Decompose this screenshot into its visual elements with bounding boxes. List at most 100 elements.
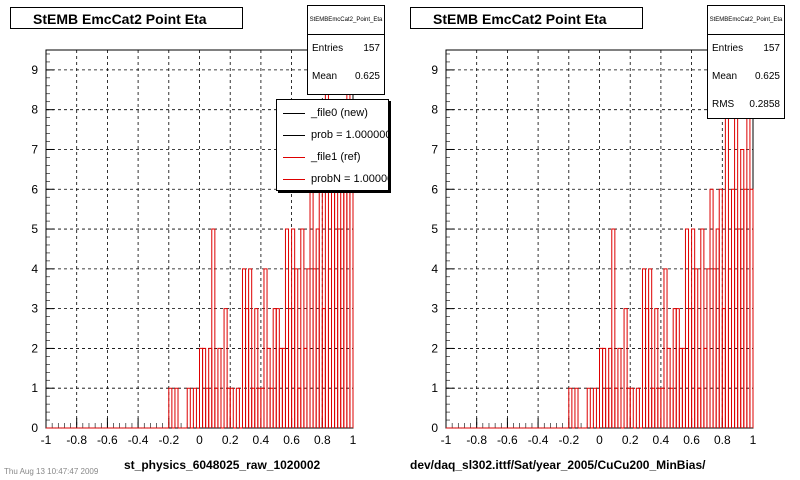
y-tick-label: 5 <box>431 222 438 236</box>
y-tick-label: 4 <box>31 262 38 276</box>
histogram-bin <box>568 387 573 428</box>
stats-entries-value: 157 <box>763 43 780 54</box>
legend-box: _file0 (new) prob = 1.000000 _file1 (ref… <box>276 99 389 191</box>
legend-swatch-probn <box>283 178 305 180</box>
stats-entries-label: Entries <box>312 43 344 54</box>
x-axis-title-left: st_physics_6048025_raw_1020002 <box>124 458 321 472</box>
histogram-bin <box>192 387 197 428</box>
x-tick-label: 1 <box>750 433 757 447</box>
chart-title-left: StEMB EmcCat2 Point Eta <box>10 7 243 29</box>
x-tick-label: -0.8 <box>66 433 87 447</box>
legend-swatch-file0 <box>283 112 305 114</box>
stats-histogram-name: StEMBEmcCat2_Point_Eta <box>308 6 384 35</box>
histogram-bin <box>654 308 659 428</box>
histogram-bin <box>254 308 259 428</box>
y-tick-label: 6 <box>431 182 438 196</box>
y-tick-label: 0 <box>431 421 438 435</box>
y-tick-label: 7 <box>431 142 438 156</box>
stats-mean-label: Mean <box>312 71 338 82</box>
histogram-bin <box>300 228 305 428</box>
x-tick-label: 0.4 <box>653 433 670 447</box>
histogram-bin <box>294 268 299 428</box>
x-tick-label: -1 <box>441 433 452 447</box>
x-tick-label: -0.2 <box>158 433 179 447</box>
legend-label-probn: probN = 1.000000 <box>311 173 388 185</box>
legend-label-file1: _file1 (ref) <box>311 151 361 163</box>
stats-box-left: StEMBEmcCat2_Point_Eta Entries 157 Mean … <box>307 5 385 95</box>
y-tick-label: 2 <box>431 341 438 355</box>
y-tick-label: 3 <box>31 302 38 316</box>
y-tick-label: 0 <box>31 421 38 435</box>
stats-histogram-name: StEMBEmcCat2_Point_Eta <box>708 6 784 35</box>
histogram-bin <box>694 268 699 428</box>
stats-box-right: StEMBEmcCat2_Point_Eta Entries 157 Mean … <box>707 5 785 119</box>
stats-rms-label: RMS <box>712 99 735 110</box>
x-tick-label: 0.6 <box>283 433 300 447</box>
histogram-bin <box>635 387 640 428</box>
histogram-bin <box>700 228 705 428</box>
plot-panel-1: 0 1 2 3 4 5 6 7 8 9 -1 -0.8 -0.6 -0.4 -0.2 0 0.2 0.4 0.6 0.… <box>431 49 757 447</box>
y-tick-label: 9 <box>431 63 438 77</box>
x-tick-label: 0.8 <box>714 433 731 447</box>
legend-entry-prob: prob = 1.000000 <box>277 124 388 146</box>
x-tick-label: 0 <box>196 433 203 447</box>
y-tick-label: 8 <box>31 103 38 117</box>
histogram-bin <box>174 387 179 428</box>
chart-title-right: StEMB EmcCat2 Point Eta <box>410 7 643 29</box>
stats-rms-value: 0.2858 <box>749 99 780 110</box>
x-tick-label: -1 <box>41 433 52 447</box>
stats-rms-row: RMS 0.2858 <box>708 91 784 119</box>
stats-mean-label: Mean <box>712 71 738 82</box>
y-tick-label: 2 <box>31 341 38 355</box>
x-tick-label: -0.6 <box>497 433 518 447</box>
histogram-bin <box>248 268 253 428</box>
y-tick-label: 7 <box>31 142 38 156</box>
legend-entry-file1: _file1 (ref) <box>277 146 388 168</box>
histogram-bin <box>235 387 240 428</box>
y-tick-label: 1 <box>431 381 438 395</box>
x-tick-label: 0.2 <box>622 433 639 447</box>
stats-entries-row: Entries 157 <box>708 35 784 63</box>
legend-label-file0: _file0 (new) <box>311 107 368 119</box>
stats-mean-row: Mean 0.625 <box>708 63 784 91</box>
x-tick-label: -0.8 <box>466 433 487 447</box>
histogram-bin <box>186 387 191 428</box>
histogram-bin <box>574 387 579 428</box>
histogram-bin <box>217 347 222 428</box>
legend-entry-probn: probN = 1.000000 <box>277 168 388 190</box>
stats-entries-value: 157 <box>363 43 380 54</box>
histogram-bin <box>611 228 616 428</box>
histogram-bin <box>592 387 597 428</box>
y-tick-label: 5 <box>31 222 38 236</box>
x-tick-label: -0.6 <box>97 433 118 447</box>
stats-mean-value: 0.625 <box>354 71 380 82</box>
legend-swatch-file1 <box>283 156 305 158</box>
x-tick-label: 0 <box>596 433 603 447</box>
x-tick-label: 0.2 <box>222 433 239 447</box>
x-tick-label: 0.8 <box>314 433 331 447</box>
timestamp-footer: Thu Aug 13 10:47:47 2009 <box>4 467 99 476</box>
legend-swatch-prob <box>283 134 305 136</box>
histogram-bin <box>229 387 234 428</box>
y-tick-label: 1 <box>31 381 38 395</box>
y-tick-label: 8 <box>431 103 438 117</box>
y-tick-label: 6 <box>31 182 38 196</box>
x-tick-label: 0.4 <box>253 433 270 447</box>
x-tick-label: 1 <box>350 433 357 447</box>
histogram-bin <box>211 228 216 428</box>
histogram-bin <box>223 308 228 428</box>
stats-mean-row: Mean 0.625 <box>308 63 384 91</box>
x-tick-label: -0.2 <box>558 433 579 447</box>
legend-entry-file0: _file0 (new) <box>277 102 388 124</box>
histogram-bin <box>168 387 173 428</box>
histogram-bin <box>629 387 634 428</box>
histogram-bin <box>648 268 653 428</box>
stats-entries-row: Entries 157 <box>308 35 384 63</box>
x-tick-label: -0.4 <box>128 433 149 447</box>
x-tick-label: 0.6 <box>683 433 700 447</box>
y-tick-label: 4 <box>431 262 438 276</box>
histogram-bin <box>623 308 628 428</box>
x-tick-label: -0.4 <box>528 433 549 447</box>
histogram-bin <box>749 188 754 428</box>
y-tick-label: 3 <box>431 302 438 316</box>
